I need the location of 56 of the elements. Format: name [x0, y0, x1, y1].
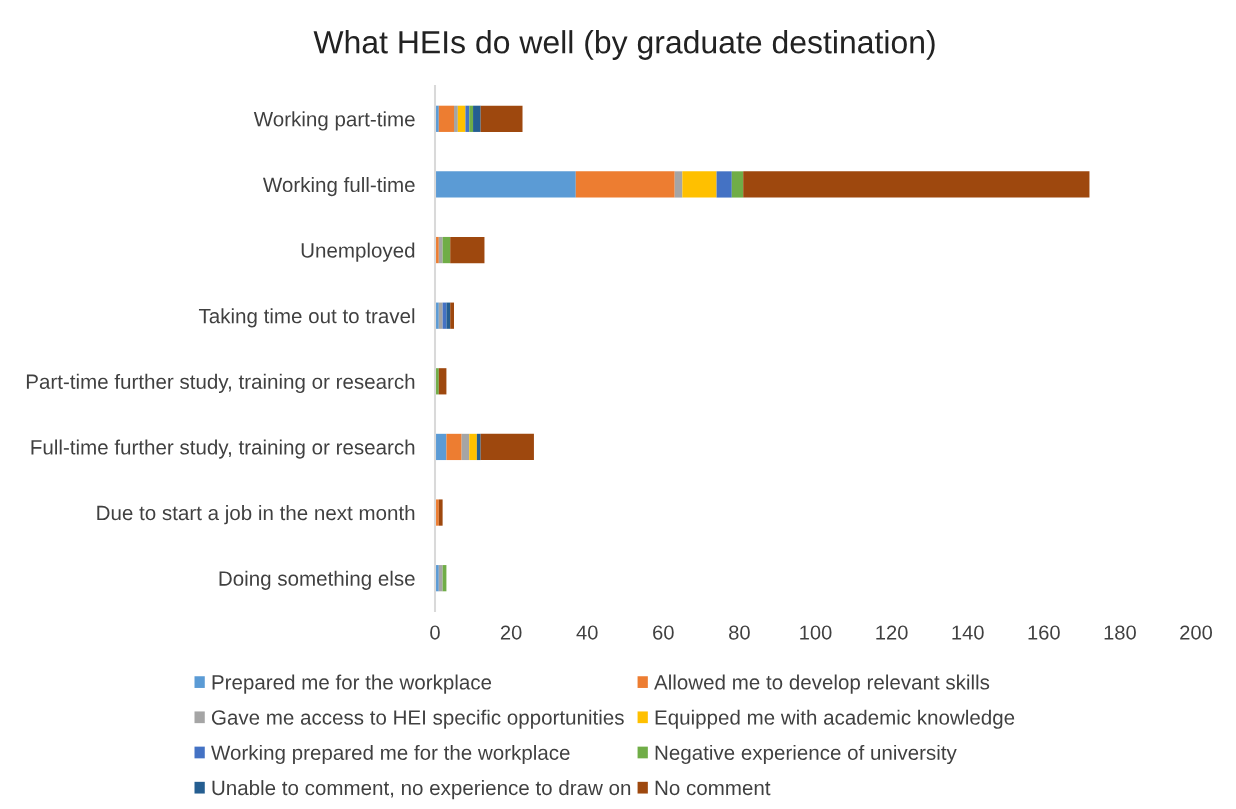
- x-tick-label: 80: [729, 625, 750, 640]
- legend-label: Gave me access to HEI specific opportunities: [211, 709, 624, 729]
- bar: [438, 499, 443, 526]
- y-tick-label: Part-time further study, training or research: [26, 373, 415, 394]
- bar: [438, 105, 455, 132]
- legend-label: Working prepared me for the workplace: [211, 744, 570, 765]
- y-tick-label: Working part-time: [253, 111, 415, 131]
- y-tick-label: Due to start a job in the next month: [97, 505, 415, 525]
- x-tick-label: 200: [1180, 625, 1213, 640]
- bar: [473, 105, 481, 132]
- x-tick-label: 160: [1028, 625, 1060, 640]
- bar: [575, 171, 675, 198]
- bar: [446, 302, 451, 329]
- bar: [469, 105, 474, 132]
- x-tick-label: 60: [653, 625, 674, 640]
- bar: [674, 171, 683, 198]
- bar: [682, 171, 717, 198]
- legend-label: Allowed me to develop relevant skills: [654, 674, 990, 694]
- x-tick-label: 0: [430, 625, 440, 640]
- bar: [465, 105, 470, 132]
- bar: [442, 236, 451, 264]
- legend-label: Prepared me for the workplace: [212, 674, 492, 694]
- bar: [743, 171, 1090, 198]
- bar: [438, 368, 447, 395]
- y-tick-label: Unemployed: [301, 242, 415, 262]
- bar: [476, 433, 481, 461]
- y-tick-label: Taking time out to travel: [198, 308, 415, 328]
- bar: [435, 171, 576, 198]
- y-tick-label: Working full-time: [262, 176, 415, 197]
- bar: [731, 171, 744, 198]
- legend-label: Equipped me with academic knowledge: [655, 709, 1015, 729]
- x-tick-label: 20: [500, 625, 522, 640]
- x-tick-label: 120: [876, 625, 908, 640]
- x-tick-label: 140: [952, 625, 984, 640]
- y-tick-label: Doing something else: [219, 570, 415, 590]
- legend-label: No comment: [655, 780, 771, 796]
- bar: [716, 171, 732, 198]
- bar: [461, 433, 470, 461]
- x-tick-label: 100: [800, 625, 832, 640]
- bar: [469, 433, 477, 461]
- y-tick-label: Full-time further study, training or research: [31, 439, 415, 459]
- chart-title: What HEIs do well (by graduate destination): [313, 30, 935, 60]
- bar: [446, 433, 462, 461]
- bar: [480, 105, 523, 132]
- bar: [438, 302, 443, 329]
- legend-label: Negative experience of university: [655, 744, 957, 765]
- bar: [438, 565, 443, 592]
- bar: [438, 236, 443, 264]
- bar: [454, 105, 458, 132]
- bar: [480, 433, 534, 461]
- bar: [450, 302, 455, 329]
- legend-label: Unable to comment, no experience to draw on: [212, 780, 631, 800]
- x-tick-label: 180: [1104, 625, 1136, 640]
- x-tick-label: 40: [576, 625, 598, 640]
- bar: [457, 105, 466, 132]
- bar: [450, 236, 485, 264]
